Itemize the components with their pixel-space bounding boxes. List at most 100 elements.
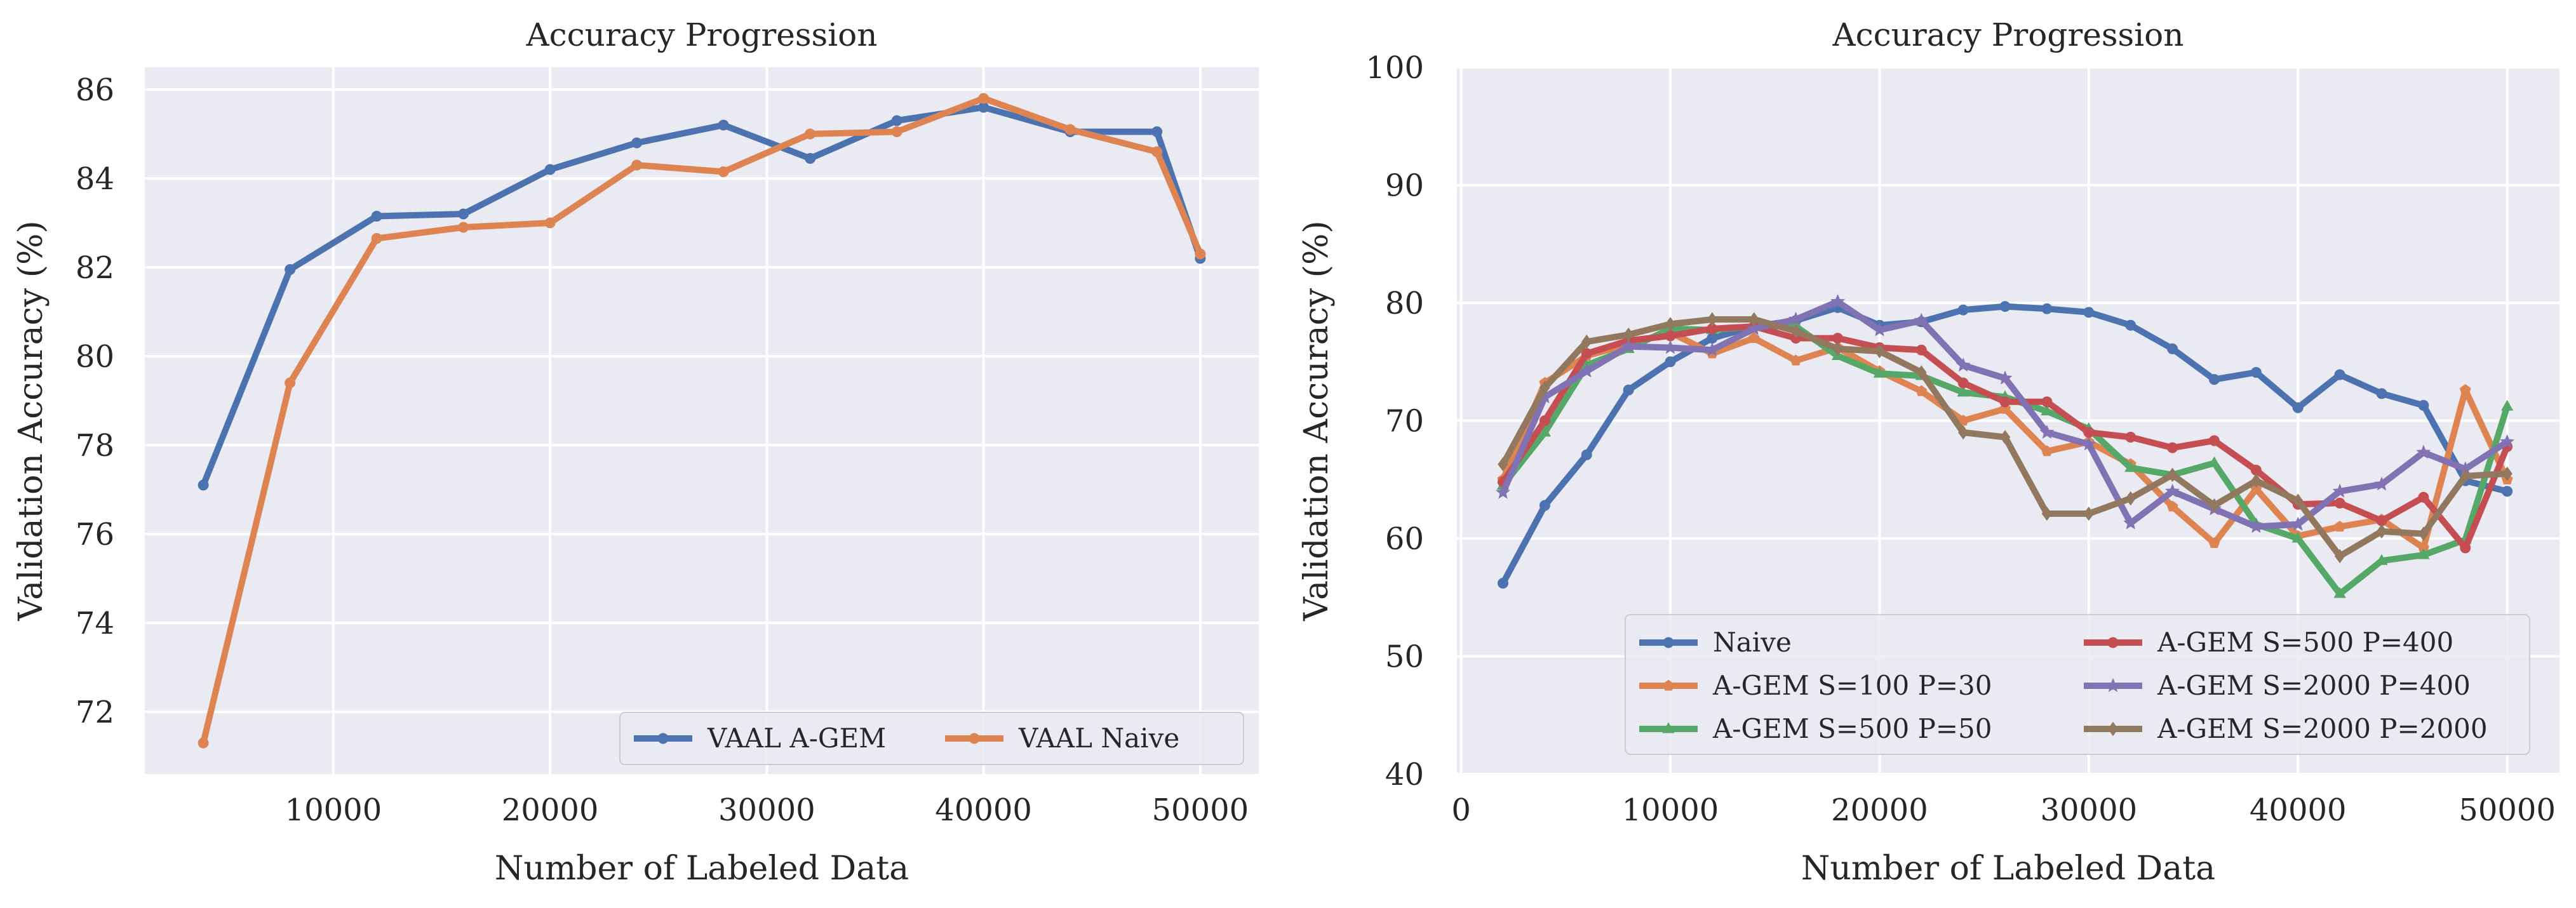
data-point bbox=[1539, 500, 1550, 511]
data-point bbox=[285, 264, 296, 275]
data-point bbox=[2041, 404, 2053, 416]
data-point bbox=[1497, 577, 1508, 589]
data-point bbox=[2251, 473, 2262, 488]
legend-label: A-GEM S=500 P=400 bbox=[2157, 627, 2453, 658]
data-point bbox=[1665, 356, 1676, 368]
left-tick-labels: 10000 20000 30000 40000 50000 72 74 76 78 80 82 84 8… bbox=[76, 72, 1249, 828]
data-point bbox=[1915, 385, 1928, 396]
data-point bbox=[2125, 491, 2136, 506]
x-tick-label: 30000 bbox=[2040, 792, 2137, 828]
series-a-gem-s-2000-p-2000 bbox=[1498, 312, 2512, 564]
data-point bbox=[1707, 333, 1718, 344]
data-point bbox=[1874, 344, 1885, 359]
legend-label: VAAL Naive bbox=[1018, 723, 1179, 754]
data-point bbox=[2124, 461, 2137, 472]
data-point bbox=[2418, 491, 2429, 503]
data-point bbox=[2167, 467, 2178, 483]
legend-label: A-GEM S=2000 P=400 bbox=[2157, 670, 2471, 701]
legend-marker bbox=[657, 733, 669, 744]
data-point bbox=[2375, 554, 2388, 565]
y-tick-label: 86 bbox=[76, 72, 114, 108]
x-tick-label: 50000 bbox=[2459, 792, 2556, 828]
legend-marker bbox=[2107, 637, 2119, 648]
legend-item: A-GEM S=100 P=30 bbox=[1639, 670, 1992, 701]
data-point bbox=[1540, 380, 1550, 395]
legend-item: A-GEM S=500 P=50 bbox=[1639, 713, 1992, 744]
data-point bbox=[1957, 425, 1969, 440]
data-point bbox=[1872, 322, 1887, 337]
data-point bbox=[2500, 434, 2515, 448]
legend-item: A-GEM S=2000 P=2000 bbox=[2084, 713, 2488, 744]
left-y-axis-label: Validation Accuracy (%) bbox=[12, 220, 50, 621]
data-point bbox=[1663, 340, 1678, 354]
left-plot-area bbox=[145, 67, 1259, 774]
data-point bbox=[2418, 526, 2429, 541]
data-point bbox=[2460, 542, 2471, 554]
data-point bbox=[1064, 124, 1076, 135]
data-point bbox=[2334, 549, 2345, 564]
data-point bbox=[1539, 415, 1550, 426]
right-legend: Naive A-GEM S=100 P=30 A-GEM S=500 P=50 A-G… bbox=[1625, 614, 2530, 755]
data-point bbox=[2374, 476, 2389, 491]
y-tick-label: 78 bbox=[76, 428, 114, 464]
x-tick-label: 40000 bbox=[2250, 792, 2347, 828]
data-point bbox=[718, 119, 729, 131]
y-tick-label: 80 bbox=[76, 339, 114, 375]
y-tick-label: 80 bbox=[1385, 286, 1424, 321]
data-point bbox=[2332, 483, 2347, 498]
y-tick-label: 100 bbox=[1365, 50, 1424, 86]
data-point bbox=[718, 166, 729, 177]
data-point bbox=[2041, 506, 2053, 521]
y-tick-label: 90 bbox=[1385, 168, 1424, 204]
data-point bbox=[1957, 385, 1969, 397]
y-tick-label: 40 bbox=[1385, 757, 1424, 792]
data-point bbox=[371, 233, 382, 244]
data-point bbox=[458, 208, 469, 220]
data-point bbox=[1151, 126, 1163, 137]
right-x-axis-label: Number of Labeled Data bbox=[1801, 850, 2215, 888]
y-tick-label: 84 bbox=[76, 161, 114, 197]
data-point bbox=[1790, 354, 1802, 366]
data-point bbox=[978, 93, 989, 104]
data-point bbox=[2334, 497, 2345, 509]
data-point bbox=[1581, 334, 1592, 349]
data-point bbox=[1873, 366, 1886, 378]
x-tick-label: 20000 bbox=[1831, 792, 1928, 828]
x-tick-label: 30000 bbox=[718, 792, 815, 828]
data-point bbox=[891, 115, 902, 126]
legend-box bbox=[619, 712, 1244, 765]
data-point bbox=[2083, 506, 2095, 521]
x-tick-label: 0 bbox=[1451, 792, 1471, 828]
data-point bbox=[2165, 483, 2180, 498]
data-point bbox=[1623, 384, 1634, 396]
data-point bbox=[2502, 486, 2513, 497]
legend-marker bbox=[2105, 678, 2121, 692]
data-point bbox=[1957, 415, 1969, 426]
x-tick-label: 50000 bbox=[1152, 792, 1249, 828]
data-point bbox=[1790, 324, 1801, 338]
data-point bbox=[2500, 399, 2514, 411]
left-legend: VAAL A-GEM VAAL Naive bbox=[619, 712, 1244, 765]
legend-label: Naive bbox=[1713, 627, 1792, 658]
data-point bbox=[1538, 425, 1552, 437]
data-point bbox=[285, 377, 296, 389]
data-point bbox=[2125, 319, 2137, 331]
data-point bbox=[2248, 519, 2264, 533]
data-point bbox=[1705, 342, 1720, 356]
data-point bbox=[1999, 430, 2011, 444]
data-point bbox=[805, 128, 816, 140]
data-point bbox=[1747, 321, 1762, 335]
legend-marker bbox=[1663, 679, 1674, 691]
x-tick-label: 10000 bbox=[1622, 792, 1719, 828]
data-point bbox=[544, 164, 556, 175]
data-point bbox=[1748, 312, 1759, 327]
data-point bbox=[198, 737, 209, 749]
data-point bbox=[1665, 330, 1676, 342]
data-point bbox=[1579, 363, 1594, 378]
data-point bbox=[1997, 370, 2013, 385]
data-point bbox=[2416, 444, 2431, 459]
data-point bbox=[1999, 396, 2011, 408]
legend-item: VAAL A-GEM bbox=[634, 723, 886, 754]
data-point bbox=[371, 211, 382, 222]
